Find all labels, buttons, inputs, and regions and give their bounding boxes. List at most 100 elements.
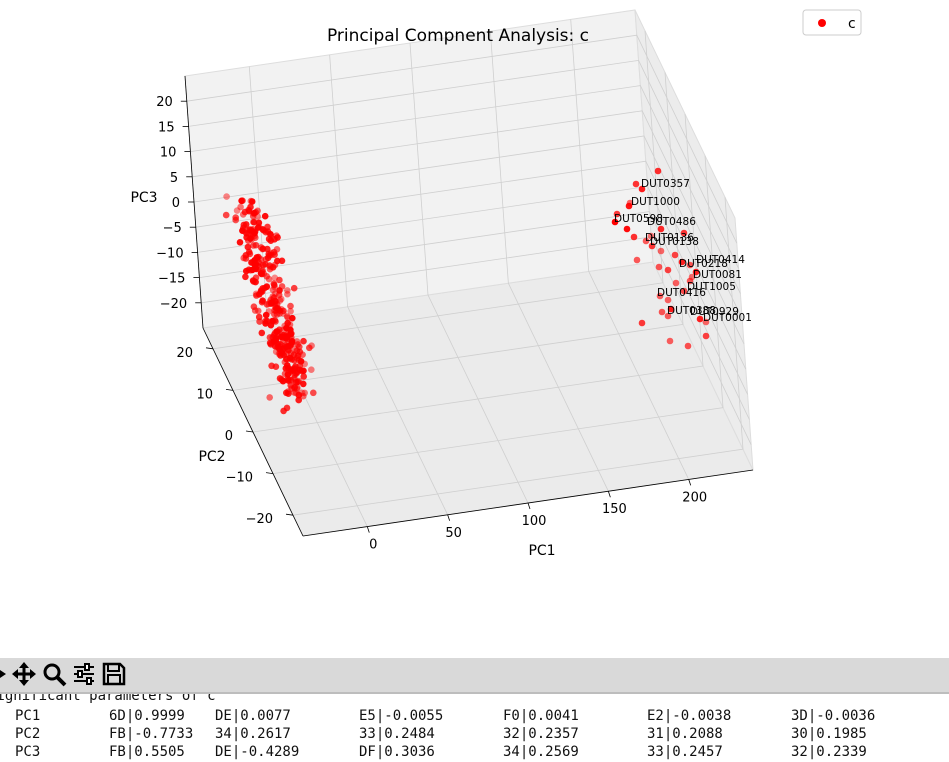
data-point (258, 270, 266, 278)
pca-3d-scatter-chart[interactable]: 0 50 100 150 200 −20 −10 0 10 20 −20 −15 −10 −5 0 5 10 15… (0, 0, 949, 658)
forward-button[interactable] (0, 660, 14, 688)
z-tick-label: −10 (156, 246, 183, 261)
grid-line (292, 197, 744, 516)
x-tick (447, 514, 451, 521)
data-point (625, 202, 633, 210)
zoom-button[interactable] (40, 660, 68, 688)
grid-line (489, 31, 609, 492)
data-point (287, 341, 295, 349)
data-point (672, 279, 680, 287)
data-point (259, 285, 266, 292)
x-tick-label: 50 (445, 526, 462, 541)
configure-subplots-button[interactable] (70, 660, 98, 688)
data-point (246, 250, 254, 258)
data-point (294, 378, 302, 386)
data-point (252, 234, 259, 241)
z-tick-label: −15 (158, 272, 185, 287)
data-point (289, 314, 296, 322)
data-point (272, 337, 280, 345)
data-point (222, 211, 230, 219)
data-point (240, 224, 247, 232)
data-point (258, 298, 266, 306)
data-point (688, 273, 696, 281)
data-point (630, 233, 638, 241)
data-point (287, 308, 294, 315)
x-tick (607, 491, 611, 498)
y-axis-label: PC2 (198, 449, 225, 465)
y-tick-label: 0 (225, 429, 233, 444)
pan-icon (12, 662, 36, 686)
console-cell: 32|0.2339 (791, 744, 867, 760)
point-label: DUT0081 (693, 269, 742, 281)
data-point (259, 261, 267, 269)
grid-line (232, 72, 684, 391)
data-point (239, 197, 246, 204)
data-point (308, 342, 315, 350)
grid-line (197, 185, 748, 395)
data-point (623, 225, 631, 233)
data-point (290, 284, 298, 292)
z-tick-label: 5 (170, 171, 178, 186)
data-point (240, 254, 247, 262)
data-point (233, 207, 241, 214)
data-point (299, 351, 306, 359)
data-point (237, 203, 244, 211)
y-tick-label: 20 (176, 346, 193, 361)
data-point (642, 237, 650, 245)
data-point (301, 360, 309, 368)
console-cell: E2|-0.0038 (647, 708, 732, 724)
data-point (264, 245, 271, 253)
data-point (251, 307, 259, 314)
data-point (664, 296, 672, 304)
grid-line (190, 85, 741, 294)
data-point (258, 329, 266, 337)
y-tick (265, 472, 274, 474)
plot-area[interactable]: 0 50 100 150 200 −20 −10 0 10 20 −20 −15 −10 −5 0 5 10 15… (0, 0, 949, 658)
data-point (241, 208, 249, 216)
console-cell: 32|0.2357 (503, 726, 579, 742)
x-tick-label: 150 (602, 502, 627, 517)
data-point (647, 232, 655, 240)
data-point (267, 321, 275, 329)
console-cell: 33|0.2457 (647, 744, 723, 760)
console-header: Significant parameters of c (0, 694, 216, 704)
data-point (271, 251, 278, 258)
data-point (261, 212, 269, 220)
y-tick-label: −20 (246, 512, 273, 527)
data-point (266, 334, 274, 341)
point-label: DUT0138 (650, 236, 699, 248)
data-point (262, 311, 270, 319)
pan-button[interactable] (10, 660, 38, 688)
data-point (280, 326, 287, 334)
data-point (262, 320, 269, 327)
save-button[interactable] (100, 660, 128, 688)
z-tick-label: 20 (156, 95, 173, 110)
console-cell: F0|0.0041 (503, 708, 579, 724)
x-axis-label: PC1 (528, 543, 555, 559)
data-point (648, 242, 656, 250)
plot-toolbar (0, 658, 949, 694)
point-label: DUT0388 (667, 305, 716, 317)
data-point (267, 230, 274, 238)
console-cell: 30|0.1985 (791, 726, 867, 742)
grid-line (199, 211, 750, 420)
data-point (267, 341, 275, 348)
z-tick-label: 10 (160, 146, 177, 161)
grid-line (186, 34, 738, 244)
console-cell: FB|0.5505 (109, 744, 185, 760)
data-point (278, 257, 286, 265)
data-point (256, 318, 263, 325)
data-point (300, 337, 307, 345)
data-point (680, 229, 688, 237)
point-label: DUT0357 (641, 178, 690, 190)
data-point (278, 283, 286, 290)
data-point (278, 332, 286, 339)
data-point (251, 260, 258, 267)
data-point (613, 210, 621, 218)
data-point (654, 167, 662, 175)
data-point (274, 305, 282, 312)
data-point (287, 302, 294, 310)
data-point (655, 263, 663, 271)
forward-icon (0, 670, 6, 678)
legend: c (802, 9, 862, 36)
